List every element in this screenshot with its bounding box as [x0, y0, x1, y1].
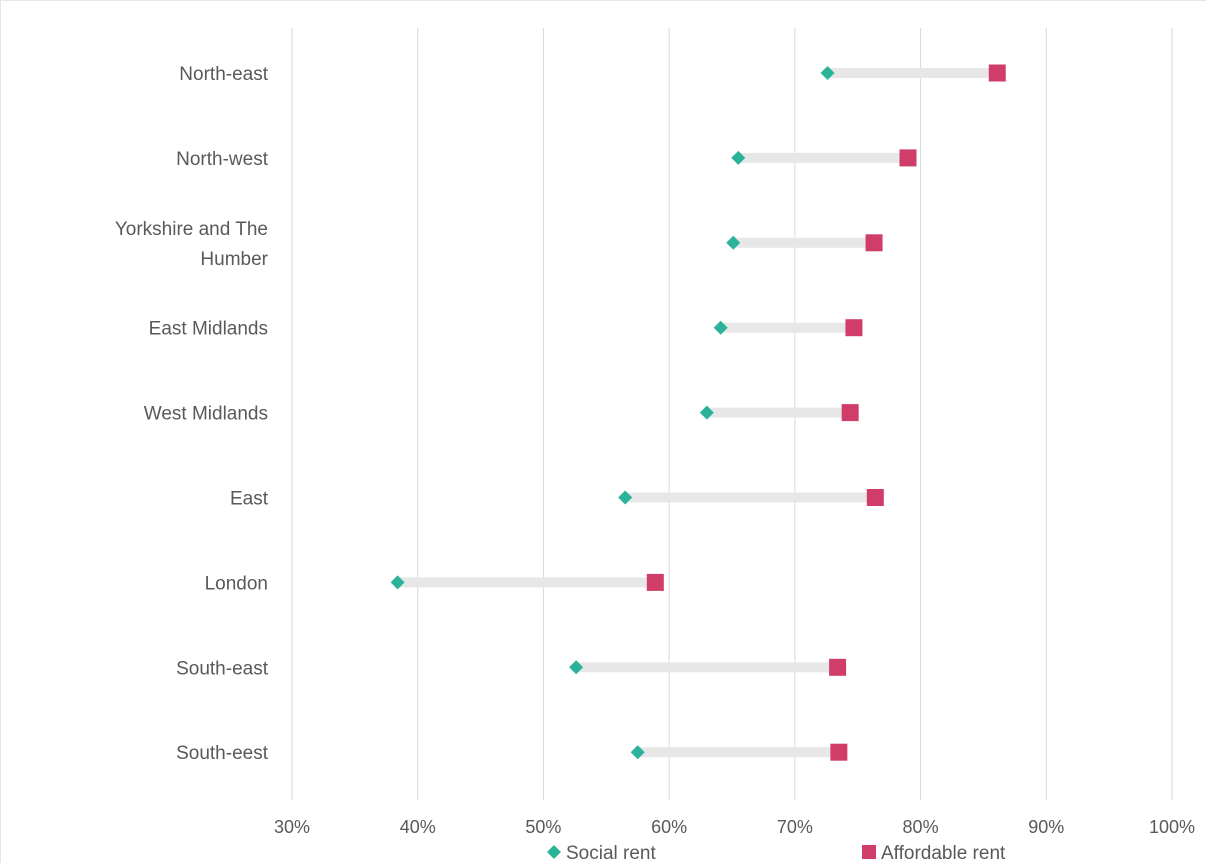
category-label-north-east: North-east	[179, 64, 268, 85]
affordable-rent-marker-yorkshire-and-the-humber	[865, 234, 883, 252]
category-label-north-west: North-west	[176, 149, 269, 170]
social-rent-marker-yorkshire-and-the-humber	[726, 235, 741, 250]
connector-bar-east	[625, 492, 876, 503]
x-tick-label-50: 50%	[525, 817, 561, 837]
connector-bar-north-east	[827, 68, 998, 78]
affordable-rent-marker-south-east	[829, 658, 847, 676]
social-rent-marker-north-east	[820, 66, 835, 80]
connector-bar-south-eest	[637, 747, 839, 758]
x-tick-labels: 30% 40% 50% 60% 70% 80% 90% 100%	[274, 817, 1195, 837]
connector-bars	[397, 68, 998, 758]
social-rent-marker-east-midlands	[713, 320, 728, 335]
social-rent-marker-london	[390, 575, 405, 590]
connector-bar-london	[397, 577, 656, 588]
social-rent-marker-north-west	[731, 150, 746, 165]
category-label-south-east: South-east	[176, 658, 269, 679]
category-label-london: London	[205, 573, 268, 594]
category-label-south-eest: South-eest	[176, 743, 269, 764]
legend-diamond-marker	[547, 845, 561, 859]
x-tick-label-30: 30%	[274, 817, 310, 837]
affordable-rent-marker-london	[646, 573, 664, 591]
category-label-east: East	[230, 489, 269, 510]
legend-label-affordable-rent: Affordable rent	[881, 843, 1006, 863]
x-tick-label-80: 80%	[903, 817, 939, 837]
affordable-rent-marker-east-midlands	[845, 319, 863, 337]
data-markers	[390, 64, 1006, 761]
x-tick-label-70: 70%	[777, 817, 813, 837]
legend-square-marker	[862, 845, 876, 859]
legend-label-social-rent: Social rent	[566, 843, 656, 863]
category-label-east-midlands: East Midlands	[149, 319, 268, 340]
social-rent-marker-south-east	[569, 660, 584, 675]
category-label-west-midlands: West Midlands	[144, 404, 268, 425]
category-labels: North-east North-west Yorkshire and The Hum…	[115, 64, 269, 764]
x-tick-label-90: 90%	[1028, 817, 1064, 837]
connector-bar-north-west	[738, 152, 908, 163]
social-rent-marker-south-eest	[630, 745, 645, 760]
social-rent-marker-west-midlands	[699, 405, 714, 420]
x-tick-label-40: 40%	[400, 817, 436, 837]
affordable-rent-marker-east	[866, 489, 884, 506]
social-rent-marker-east	[618, 490, 633, 505]
x-tick-label-100: 100%	[1149, 817, 1195, 837]
legend: Social rent Affordable rent	[547, 843, 1006, 863]
connector-bar-west-midlands	[706, 407, 851, 418]
affordable-rent-marker-west-midlands	[841, 404, 859, 422]
category-label-yorkshire-and-the-humber: Yorkshire and The Humber	[115, 219, 269, 270]
connector-bar-yorkshire-and-the-humber	[733, 237, 875, 248]
affordable-rent-marker-north-west	[899, 149, 917, 167]
legend-item-affordable-rent[interactable]: Affordable rent	[862, 843, 1006, 863]
legend-item-social-rent[interactable]: Social rent	[547, 843, 656, 863]
connector-bar-east-midlands	[720, 322, 854, 333]
affordable-rent-marker-north-east	[988, 64, 1006, 82]
x-tick-label-60: 60%	[651, 817, 687, 837]
affordable-rent-marker-south-eest	[830, 743, 848, 761]
connector-bar-south-east	[576, 662, 838, 673]
